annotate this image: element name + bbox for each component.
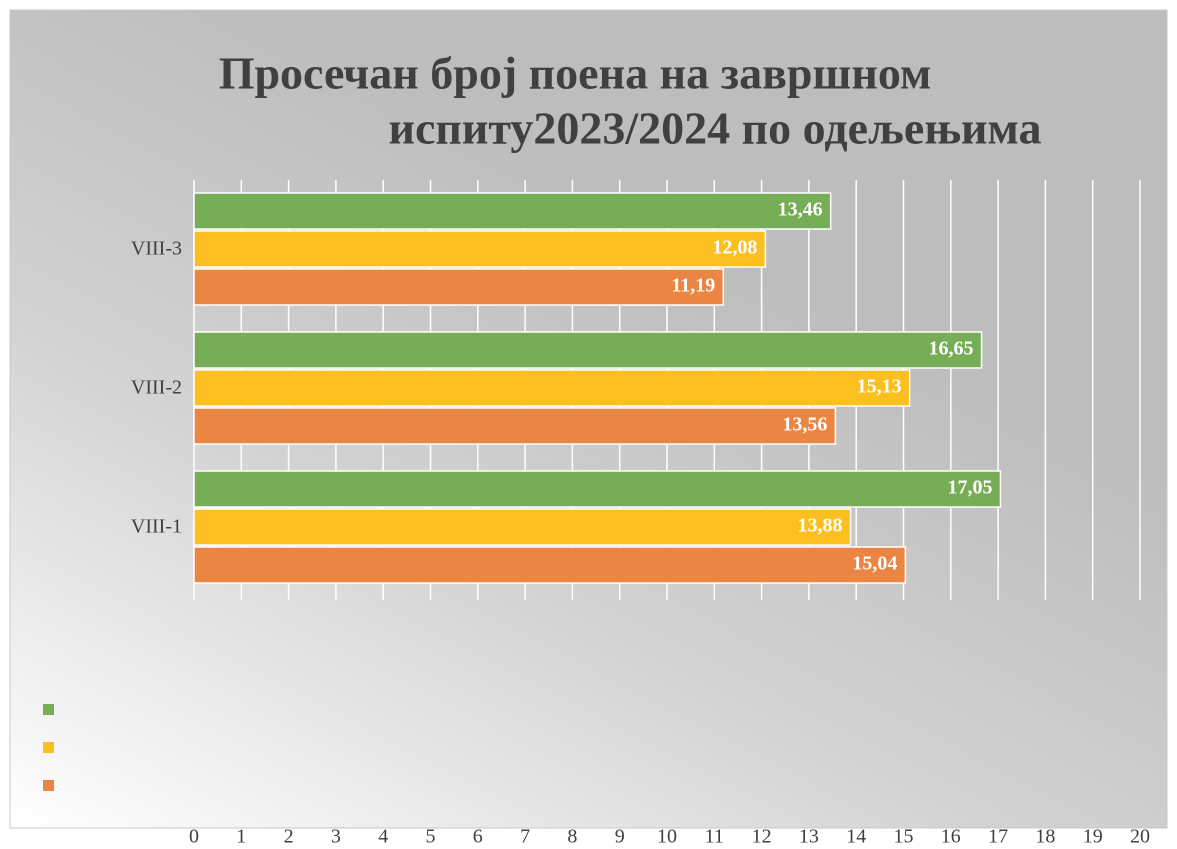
x-tick-label: 2 [284, 826, 294, 848]
x-tick-label: 12 [752, 826, 772, 848]
legend-swatch [43, 742, 54, 753]
data-label: 12,08 [712, 237, 757, 259]
x-tick-label: 6 [473, 826, 483, 848]
legend-swatch [43, 780, 54, 791]
y-tick-label: VIII-3 [131, 238, 182, 260]
x-tick-label: 3 [331, 826, 341, 848]
chart-title: Просечан број поена на завршном [219, 48, 932, 99]
bar [193, 407, 837, 445]
bar [193, 268, 725, 306]
x-tick-label: 19 [1083, 826, 1103, 848]
x-tick-label: 16 [941, 826, 961, 848]
data-label: 11,19 [671, 275, 715, 297]
x-tick-label: 4 [378, 826, 388, 848]
chart-title: испиту2023/2024 по одељењима [388, 103, 1041, 154]
x-tick-label: 20 [1130, 826, 1150, 848]
x-tick-label: 18 [1035, 826, 1055, 848]
data-label: 17,05 [947, 477, 992, 499]
x-tick-label: 11 [705, 826, 724, 848]
x-tick-label: 5 [426, 826, 436, 848]
data-label: 15,13 [857, 376, 902, 398]
bar [193, 331, 983, 369]
bar [193, 508, 852, 546]
x-tick-label: 9 [615, 826, 625, 848]
data-label: 15,04 [852, 553, 897, 575]
x-tick-label: 0 [189, 826, 199, 848]
y-tick-label: VIII-2 [131, 377, 182, 399]
bar [193, 369, 911, 407]
bar [193, 230, 767, 268]
bar [193, 192, 832, 230]
x-tick-label: 8 [567, 826, 577, 848]
x-tick-label: 10 [657, 826, 677, 848]
x-tick-label: 7 [520, 826, 530, 848]
x-tick-label: 13 [799, 826, 819, 848]
x-tick-label: 15 [894, 826, 914, 848]
bar [193, 470, 1002, 508]
x-tick-label: 17 [988, 826, 1008, 848]
data-label: 13,56 [782, 414, 827, 436]
y-tick-label: VIII-1 [131, 516, 182, 538]
bar [193, 546, 907, 584]
data-label: 13,46 [778, 199, 823, 221]
legend-swatch [43, 704, 54, 715]
data-label: 13,88 [798, 515, 843, 537]
x-tick-label: 1 [236, 826, 246, 848]
x-tick-label: 14 [846, 826, 866, 848]
data-label: 16,65 [929, 338, 974, 360]
